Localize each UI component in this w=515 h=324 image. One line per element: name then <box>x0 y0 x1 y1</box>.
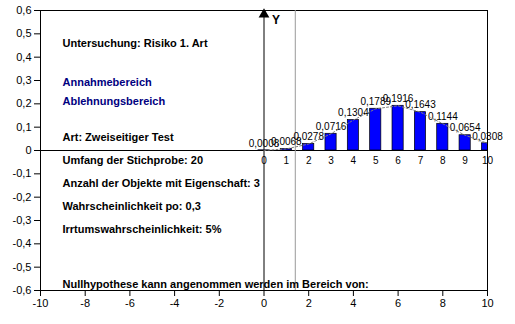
svg-text:0,0008: 0,0008 <box>248 137 280 149</box>
svg-text:2: 2 <box>306 155 312 166</box>
svg-text:0,1144: 0,1144 <box>428 111 458 122</box>
svg-text:10: 10 <box>481 297 493 309</box>
svg-text:0: 0 <box>261 155 267 166</box>
svg-text:-6: -6 <box>125 297 135 309</box>
svg-text:-0,1: -0,1 <box>13 167 32 179</box>
svg-text:3: 3 <box>328 155 334 166</box>
svg-text:Anzahl der Objekte mit Eigensc: Anzahl der Objekte mit Eigenschaft: 3 <box>63 177 260 189</box>
svg-text:Annahmebereich: Annahmebereich <box>63 76 153 88</box>
svg-text:0,0716: 0,0716 <box>316 121 347 132</box>
svg-text:-4: -4 <box>170 297 180 309</box>
svg-text:0,0654: 0,0654 <box>449 122 481 134</box>
svg-text:0,0278: 0,0278 <box>293 131 324 142</box>
svg-text:0,1643: 0,1643 <box>405 99 436 111</box>
svg-text:1: 1 <box>284 155 290 166</box>
svg-text:Art: Zweiseitiger Test: Art: Zweiseitiger Test <box>63 131 174 143</box>
svg-text:0,6: 0,6 <box>16 4 31 16</box>
svg-text:0,1916: 0,1916 <box>382 93 414 104</box>
svg-text:0: 0 <box>25 144 31 156</box>
svg-text:-8: -8 <box>80 297 90 309</box>
svg-text:8: 8 <box>440 297 446 309</box>
svg-text:0: 0 <box>261 297 267 309</box>
svg-text:-0,4: -0,4 <box>13 237 32 249</box>
svg-text:5: 5 <box>373 155 379 166</box>
svg-text:7: 7 <box>418 155 424 166</box>
svg-text:Untersuchung: Risiko 1. Art: Untersuchung: Risiko 1. Art <box>63 37 208 49</box>
svg-text:0,1789: 0,1789 <box>360 96 391 107</box>
svg-text:-0,2: -0,2 <box>13 191 32 203</box>
svg-text:Irrtumswahrscheinlichkeit: 5%: Irrtumswahrscheinlichkeit: 5% <box>63 223 222 235</box>
svg-text:-0,6: -0,6 <box>13 284 32 296</box>
svg-text:4: 4 <box>350 297 356 309</box>
svg-text:-0,5: -0,5 <box>13 261 32 273</box>
svg-text:0,5: 0,5 <box>16 27 31 39</box>
svg-text:2: 2 <box>306 297 312 309</box>
svg-text:Ablehnungsbereich: Ablehnungsbereich <box>63 95 166 107</box>
svg-text:0,1304: 0,1304 <box>338 107 369 118</box>
svg-text:9: 9 <box>462 155 468 166</box>
svg-text:Nullhypothese kann angenommen: Nullhypothese kann angenommen werden im … <box>63 278 369 290</box>
svg-text:0,2: 0,2 <box>16 97 31 109</box>
svg-text:0,3: 0,3 <box>16 74 31 86</box>
svg-text:0,4: 0,4 <box>16 51 31 63</box>
svg-text:10: 10 <box>482 155 494 166</box>
svg-text:Wahrscheinlichkeit po: 0,3: Wahrscheinlichkeit po: 0,3 <box>63 200 201 212</box>
svg-text:0,1: 0,1 <box>16 121 31 133</box>
svg-text:-10: -10 <box>33 297 49 309</box>
svg-text:-2: -2 <box>214 297 224 309</box>
svg-text:8: 8 <box>440 155 446 166</box>
svg-text:6: 6 <box>395 297 401 309</box>
svg-text:Y: Y <box>272 13 280 27</box>
svg-text:Umfang der Stichprobe: 20: Umfang der Stichprobe: 20 <box>63 154 204 166</box>
svg-text:4: 4 <box>351 155 357 166</box>
svg-text:0,0068: 0,0068 <box>271 136 302 148</box>
svg-text:-0,3: -0,3 <box>13 214 32 226</box>
svg-text:0,0308: 0,0308 <box>472 130 503 142</box>
svg-text:6: 6 <box>395 155 401 166</box>
